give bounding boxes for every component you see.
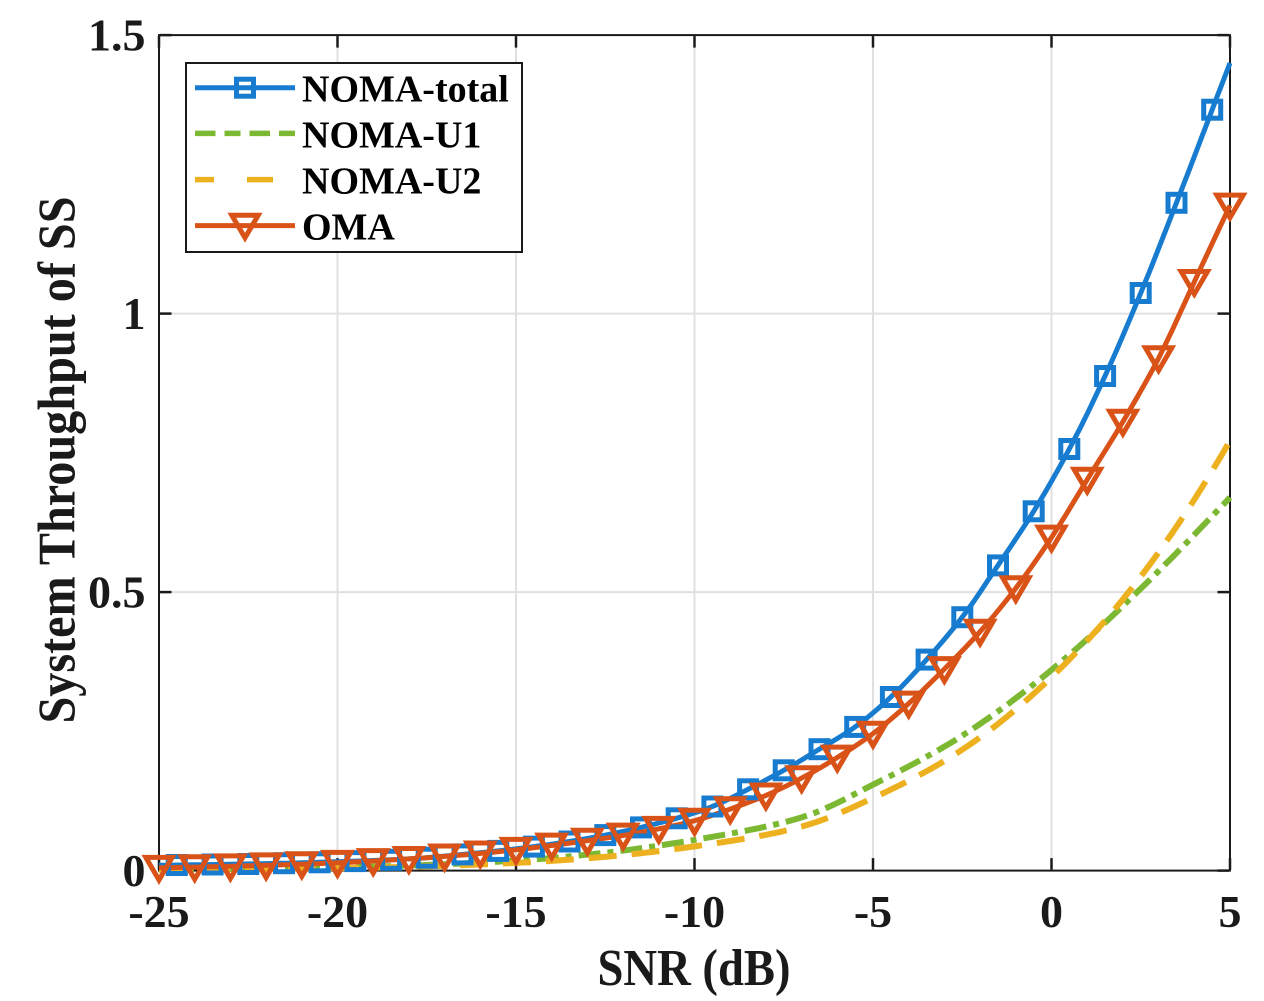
svg-text:1: 1: [123, 288, 146, 339]
svg-text:OMA: OMA: [302, 207, 395, 249]
svg-text:-20: -20: [307, 886, 368, 937]
svg-text:System Throughput of SS: System Throughput of SS: [29, 197, 87, 724]
svg-text:-15: -15: [485, 886, 546, 937]
svg-text:NOMA-U1: NOMA-U1: [302, 114, 481, 156]
svg-text:-25: -25: [128, 886, 189, 937]
svg-text:0: 0: [123, 845, 146, 896]
svg-text:0.5: 0.5: [88, 567, 146, 618]
svg-text:SNR (dB): SNR (dB): [598, 940, 791, 996]
svg-text:-5: -5: [854, 886, 892, 937]
svg-text:5: 5: [1219, 886, 1242, 937]
svg-text:0: 0: [1040, 886, 1063, 937]
svg-text:NOMA-total: NOMA-total: [302, 69, 509, 111]
svg-text:NOMA-U2: NOMA-U2: [302, 161, 481, 203]
svg-text:1.5: 1.5: [88, 10, 146, 61]
svg-text:-10: -10: [664, 886, 725, 937]
